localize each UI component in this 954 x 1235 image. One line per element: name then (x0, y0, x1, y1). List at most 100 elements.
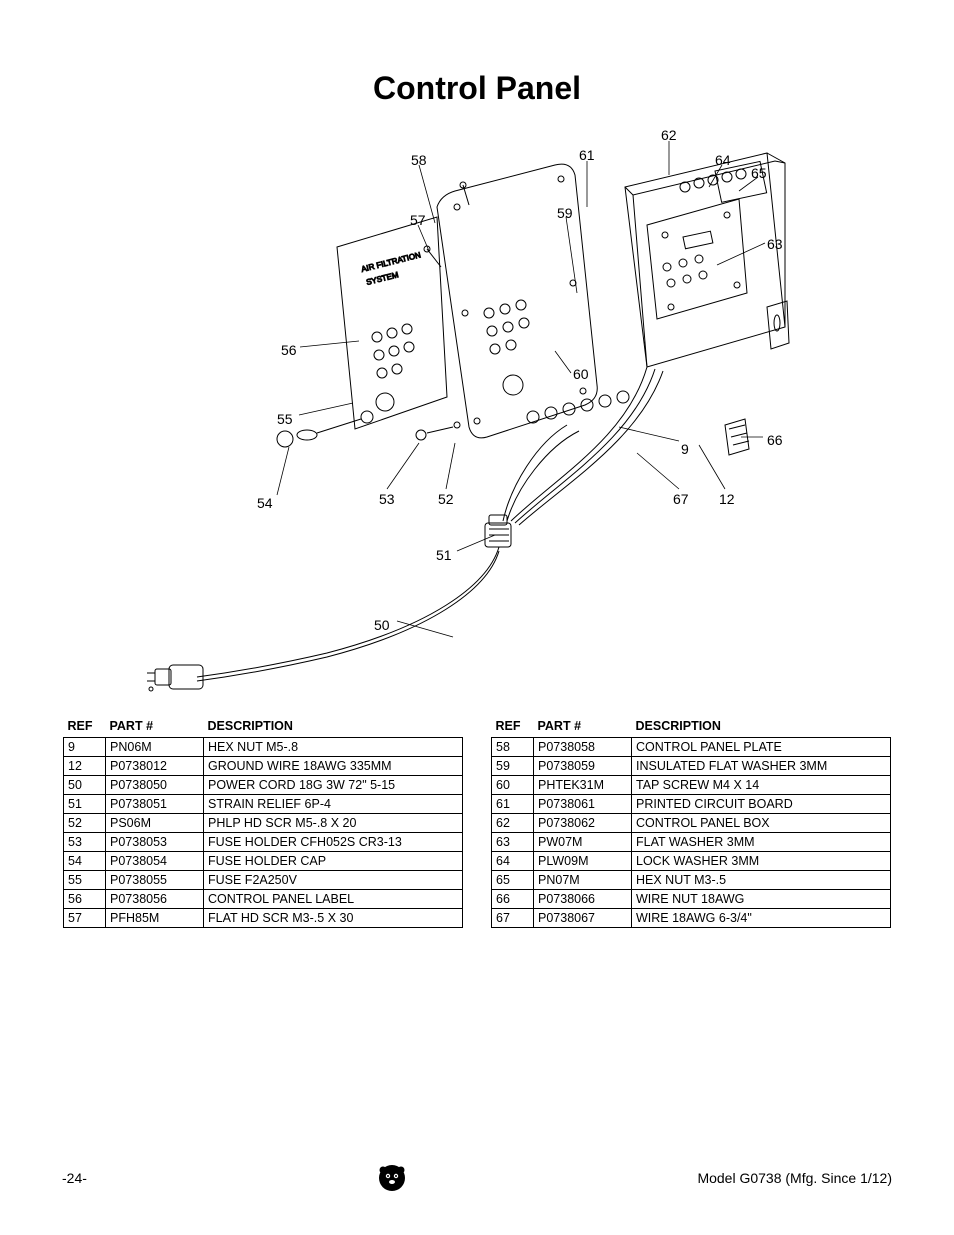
cell-part: P0738061 (534, 795, 632, 814)
cell-part: P0738055 (106, 871, 204, 890)
cell-ref: 51 (64, 795, 106, 814)
cell-ref: 12 (64, 757, 106, 776)
cell-desc: FUSE HOLDER CFH052S CR3-13 (204, 833, 463, 852)
diagram-callout: 62 (661, 127, 677, 143)
cell-part: P0738050 (106, 776, 204, 795)
cell-part: P0738067 (534, 909, 632, 928)
diagram-callout: 60 (573, 366, 589, 382)
exploded-diagram: AIR FILTRATION SYSTEM (127, 117, 827, 707)
cell-desc: POWER CORD 18G 3W 72" 5-15 (204, 776, 463, 795)
diagram-callout: 51 (436, 547, 452, 563)
cell-part: PHTEK31M (534, 776, 632, 795)
table-row: 54P0738054FUSE HOLDER CAP (64, 852, 463, 871)
cell-desc: FUSE HOLDER CAP (204, 852, 463, 871)
table-row: 9PN06MHEX NUT M5-.8 (64, 738, 463, 757)
page-title: Control Panel (0, 0, 954, 117)
cell-desc: GROUND WIRE 18AWG 335MM (204, 757, 463, 776)
cell-desc: HEX NUT M5-.8 (204, 738, 463, 757)
cell-desc: CONTROL PANEL BOX (632, 814, 891, 833)
diagram-callout: 50 (374, 617, 390, 633)
cell-part: P0738053 (106, 833, 204, 852)
cell-desc: PHLP HD SCR M5-.8 X 20 (204, 814, 463, 833)
cell-desc: INSULATED FLAT WASHER 3MM (632, 757, 891, 776)
cell-desc: TAP SCREW M4 X 14 (632, 776, 891, 795)
cell-ref: 52 (64, 814, 106, 833)
col-ref: REF (64, 717, 106, 738)
diagram-callout: 52 (438, 491, 454, 507)
col-ref: REF (492, 717, 534, 738)
diagram-callout: 59 (557, 205, 573, 221)
table-row: 52PS06MPHLP HD SCR M5-.8 X 20 (64, 814, 463, 833)
col-part: PART # (106, 717, 204, 738)
diagram-callout: 63 (767, 236, 783, 252)
cell-ref: 9 (64, 738, 106, 757)
cell-ref: 54 (64, 852, 106, 871)
cell-ref: 53 (64, 833, 106, 852)
cell-part: PS06M (106, 814, 204, 833)
table-row: 58P0738058CONTROL PANEL PLATE (492, 738, 891, 757)
diagram-callout: 56 (281, 342, 297, 358)
svg-text:AIR FILTRATION: AIR FILTRATION (360, 250, 422, 274)
table-row: 63PW07MFLAT WASHER 3MM (492, 833, 891, 852)
cell-ref: 62 (492, 814, 534, 833)
diagram-callout: 61 (579, 147, 595, 163)
cell-desc: HEX NUT M3-.5 (632, 871, 891, 890)
page-footer: -24- Model G0738 (Mfg. Since 1/12) (0, 1163, 954, 1193)
cell-part: PN07M (534, 871, 632, 890)
cell-desc: WIRE 18AWG 6-3/4" (632, 909, 891, 928)
diagram-callout: 54 (257, 495, 273, 511)
cell-part: P0738054 (106, 852, 204, 871)
diagram-callout: 57 (410, 212, 426, 228)
diagram-callout: 9 (681, 441, 689, 457)
diagram-callout: 58 (411, 152, 427, 168)
table-row: 50P0738050POWER CORD 18G 3W 72" 5-15 (64, 776, 463, 795)
cell-part: P0738012 (106, 757, 204, 776)
cell-desc: FUSE F2A250V (204, 871, 463, 890)
diagram-callout: 12 (719, 491, 735, 507)
cell-part: P0738051 (106, 795, 204, 814)
cell-ref: 65 (492, 871, 534, 890)
page-number: -24- (62, 1170, 87, 1186)
cell-part: P0738062 (534, 814, 632, 833)
parts-tables: REF PART # DESCRIPTION 9PN06MHEX NUT M5-… (0, 717, 954, 928)
table-row: 65PN07MHEX NUT M3-.5 (492, 871, 891, 890)
col-desc: DESCRIPTION (204, 717, 463, 738)
diagram-callout: 67 (673, 491, 689, 507)
cell-ref: 67 (492, 909, 534, 928)
table-row: 53P0738053FUSE HOLDER CFH052S CR3-13 (64, 833, 463, 852)
table-row: 61P0738061PRINTED CIRCUIT BOARD (492, 795, 891, 814)
col-part: PART # (534, 717, 632, 738)
table-row: 57PFH85MFLAT HD SCR M3-.5 X 30 (64, 909, 463, 928)
diagram-callout: 66 (767, 432, 783, 448)
cell-part: PFH85M (106, 909, 204, 928)
cell-ref: 55 (64, 871, 106, 890)
diagram-callout: 53 (379, 491, 395, 507)
brand-logo-icon (377, 1163, 407, 1193)
table-row: 59P0738059INSULATED FLAT WASHER 3MM (492, 757, 891, 776)
svg-text:SYSTEM: SYSTEM (365, 270, 399, 287)
cell-part: PLW09M (534, 852, 632, 871)
cell-part: P0738058 (534, 738, 632, 757)
table-row: 62P0738062CONTROL PANEL BOX (492, 814, 891, 833)
cell-part: P0738066 (534, 890, 632, 909)
cell-desc: LOCK WASHER 3MM (632, 852, 891, 871)
model-info: Model G0738 (Mfg. Since 1/12) (697, 1170, 892, 1186)
cell-part: P0738059 (534, 757, 632, 776)
table-row: 55P0738055FUSE F2A250V (64, 871, 463, 890)
table-row: 56P0738056CONTROL PANEL LABEL (64, 890, 463, 909)
diagram-callout: 55 (277, 411, 293, 427)
cell-desc: CONTROL PANEL LABEL (204, 890, 463, 909)
cell-desc: FLAT WASHER 3MM (632, 833, 891, 852)
cell-ref: 58 (492, 738, 534, 757)
cell-ref: 60 (492, 776, 534, 795)
table-row: 60PHTEK31MTAP SCREW M4 X 14 (492, 776, 891, 795)
table-row: 12P0738012GROUND WIRE 18AWG 335MM (64, 757, 463, 776)
cell-part: PN06M (106, 738, 204, 757)
parts-table-right: REF PART # DESCRIPTION 58P0738058CONTROL… (491, 717, 891, 928)
col-desc: DESCRIPTION (632, 717, 891, 738)
table-row: 64PLW09MLOCK WASHER 3MM (492, 852, 891, 871)
cell-desc: WIRE NUT 18AWG (632, 890, 891, 909)
diagram-callout: 65 (751, 165, 767, 181)
cell-ref: 57 (64, 909, 106, 928)
cell-ref: 59 (492, 757, 534, 776)
